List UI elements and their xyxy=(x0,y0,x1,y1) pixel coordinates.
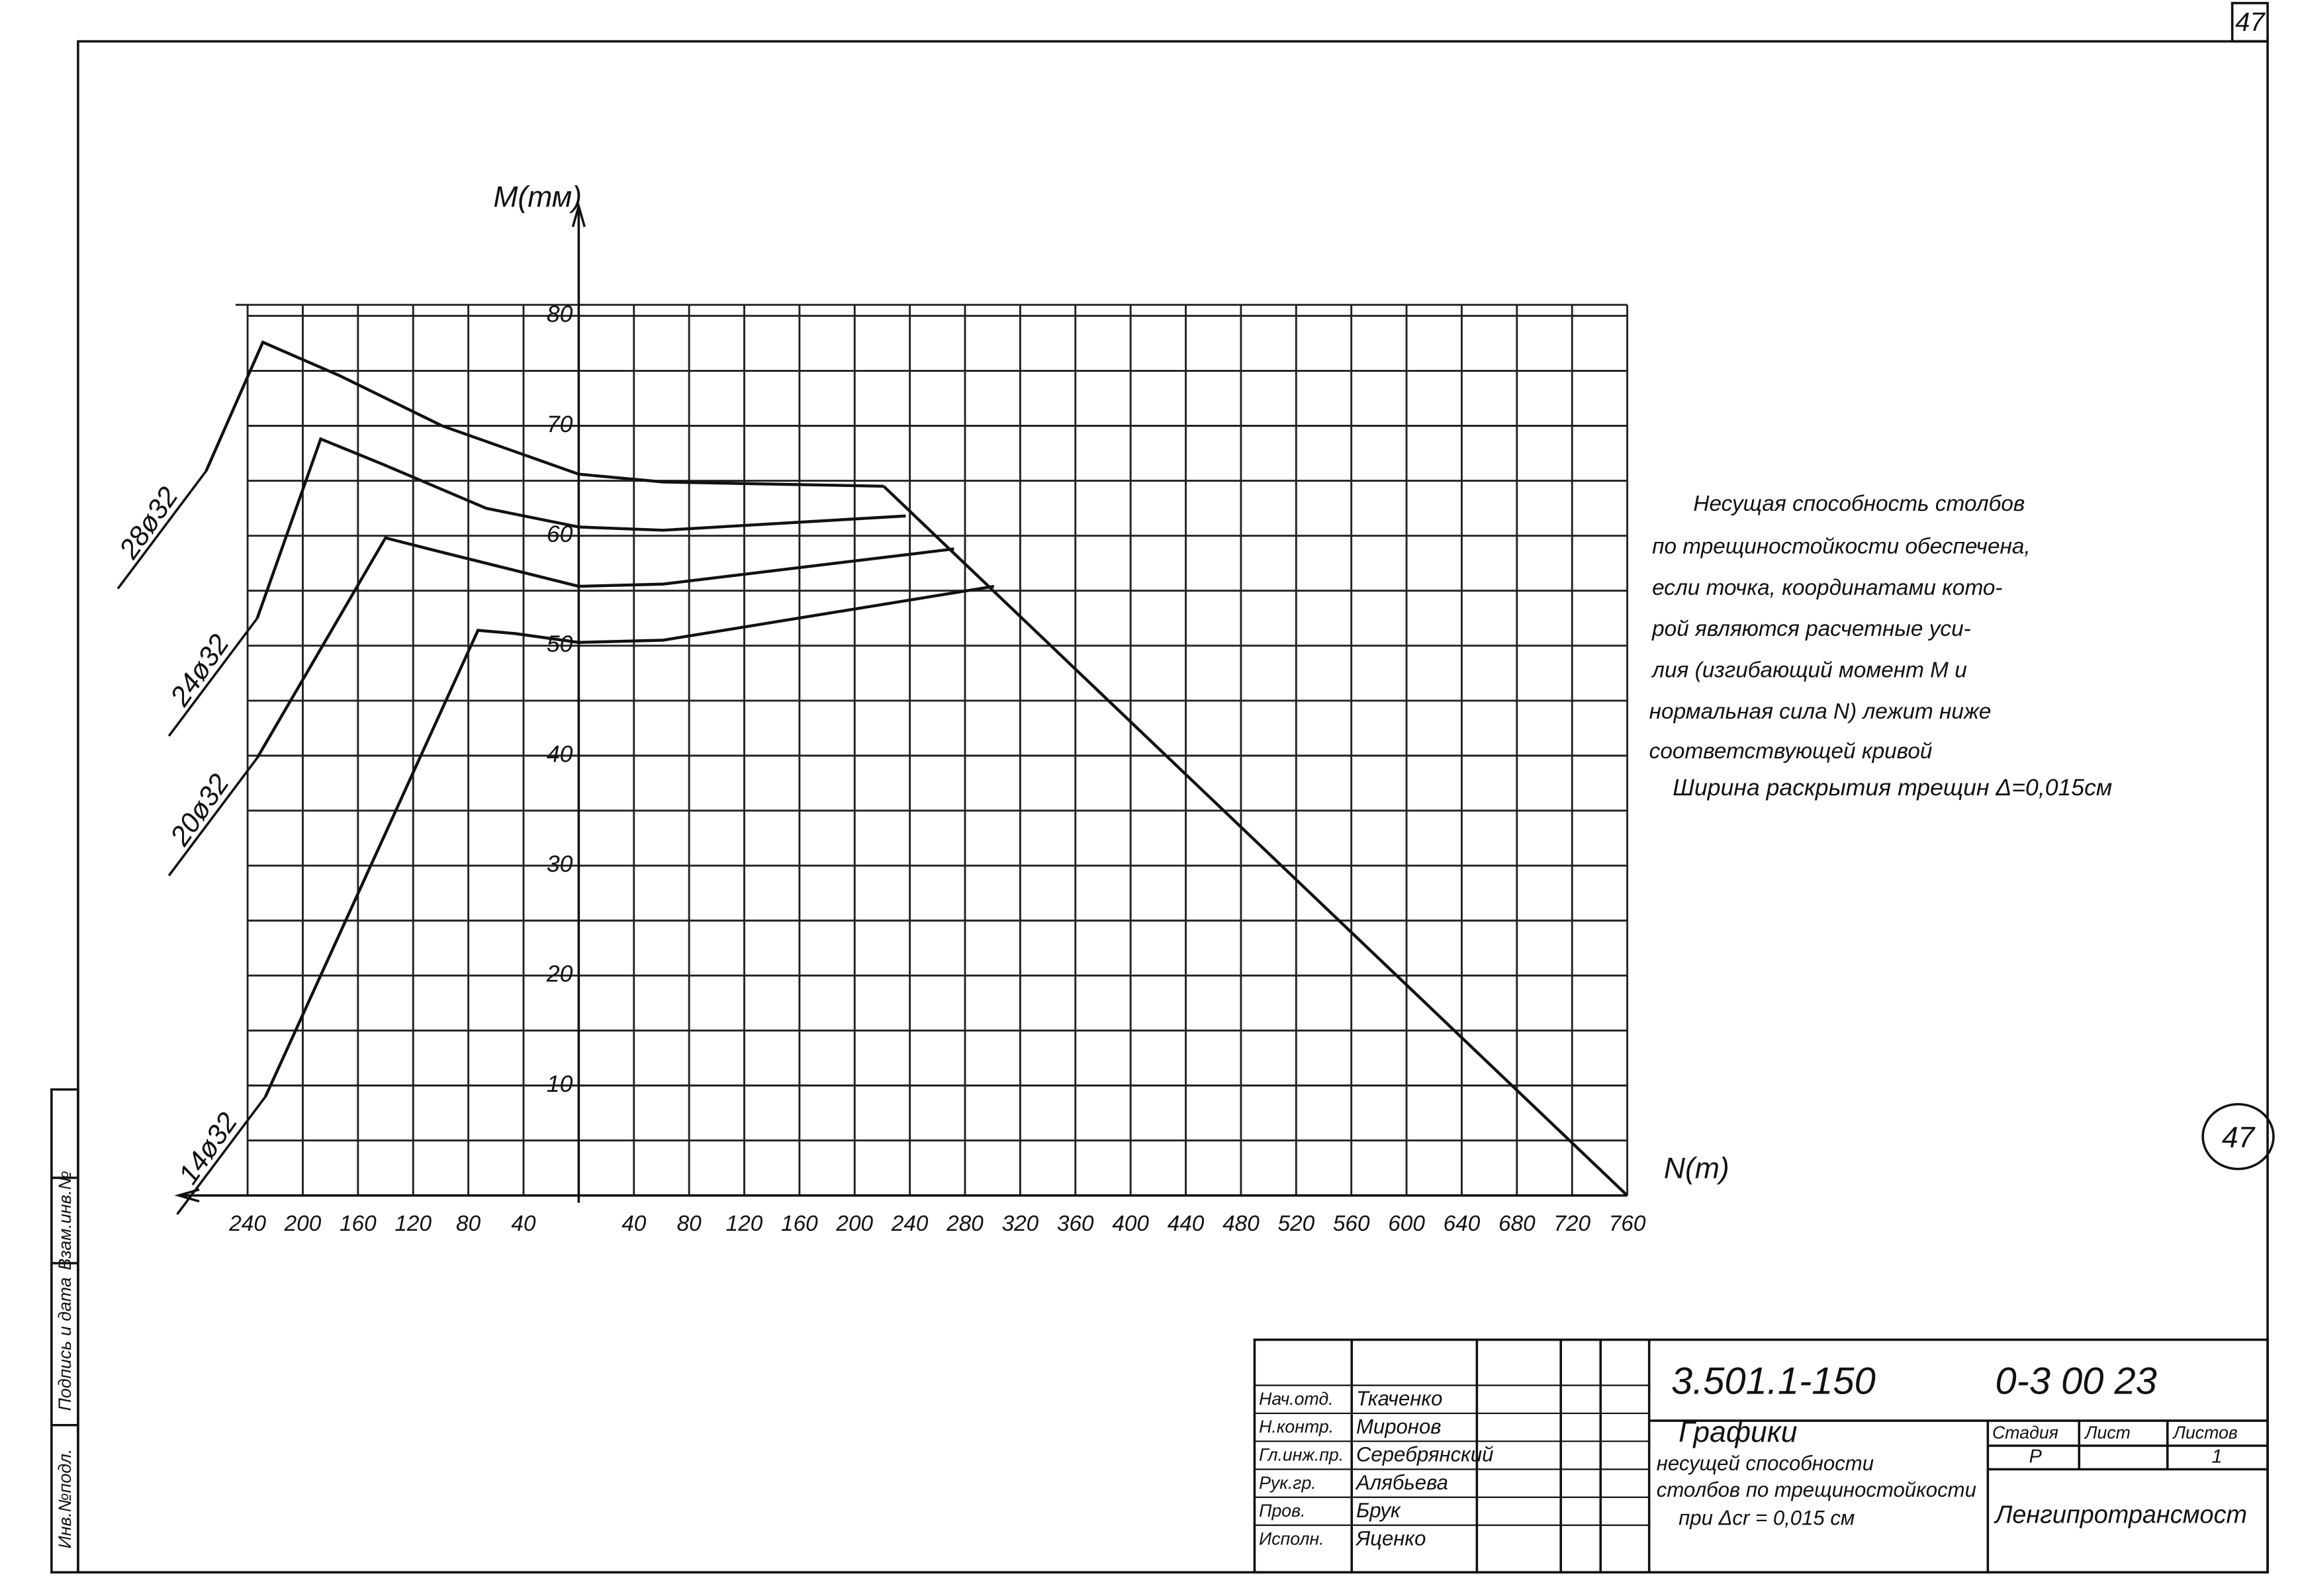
note-line: по трещиностойкости обеспечена, xyxy=(1652,535,2031,559)
side-label: Инв.№подл. xyxy=(55,1449,75,1549)
sheet-number-box xyxy=(2231,1,2269,43)
x-tick-label: 40 xyxy=(511,1212,536,1236)
y-tick-label: 10 xyxy=(547,1071,573,1097)
x-tick-label: 760 xyxy=(1609,1212,1646,1236)
y-tick-label: 30 xyxy=(547,851,573,877)
y-axis-label: M(тм) xyxy=(493,181,582,213)
x-tick-label: 160 xyxy=(340,1212,377,1236)
tb-name: Брук xyxy=(1356,1499,1401,1522)
tb-header: Листов xyxy=(2172,1423,2238,1442)
organization: Ленгипротрансмост xyxy=(1993,1501,2247,1529)
note-line: если точка, координатами кото- xyxy=(1652,576,2002,600)
y-tick-label: 70 xyxy=(547,411,573,437)
curve xyxy=(205,340,884,488)
tb-name: Ткаченко xyxy=(1356,1387,1442,1410)
x-tick-label: 520 xyxy=(1277,1212,1314,1236)
y-tick-label: 50 xyxy=(547,631,573,657)
x-tick-label: 240 xyxy=(228,1212,266,1236)
x-tick-label: 440 xyxy=(1168,1212,1205,1236)
stamp-circle xyxy=(2201,1102,2275,1171)
x-tick-label: 240 xyxy=(891,1212,929,1236)
curve-label-leader xyxy=(167,617,259,737)
curve xyxy=(882,485,1629,1197)
tb-name: Алябьева xyxy=(1355,1471,1448,1494)
tb-header: Лист xyxy=(2084,1423,2131,1442)
x-tick-label: 120 xyxy=(726,1212,763,1236)
sheet-number: 47 xyxy=(2235,7,2266,36)
title-block: 3.501.1-150 0-3 00 23 Графики несущей сп… xyxy=(1253,1338,2269,1574)
curve xyxy=(264,584,995,1098)
sheet: 1 xyxy=(2212,1446,2223,1467)
side-box xyxy=(50,1088,79,1574)
x-tick-label: 720 xyxy=(1553,1212,1590,1236)
x-tick-label: 400 xyxy=(1112,1212,1149,1236)
tb-role: Пров. xyxy=(1259,1501,1305,1521)
tb-header: Стадия xyxy=(1992,1423,2058,1442)
note-line: нормальная сила N) лежит ниже xyxy=(1649,699,1992,724)
y-arrow xyxy=(571,202,586,228)
side-label: Взам.инв.№ xyxy=(55,1171,75,1270)
x-tick-label: 640 xyxy=(1444,1212,1481,1236)
x-tick-label: 360 xyxy=(1057,1212,1094,1236)
x-arrow xyxy=(174,1188,200,1203)
tb-name: Яценко xyxy=(1355,1527,1426,1550)
title-block-frame xyxy=(1253,1338,2269,1574)
note-line: Несущая способность столбов xyxy=(1693,492,2025,516)
x-tick-label: 560 xyxy=(1333,1212,1370,1236)
y-tick-label: 40 xyxy=(547,740,573,767)
notes: Несущая способность столбов по трещиност… xyxy=(1649,492,2113,801)
note-line: лия (изгибающий момент M и xyxy=(1651,658,1967,682)
x-tick-label: 80 xyxy=(677,1212,702,1236)
note-line: соответствующей кривой xyxy=(1649,739,1933,764)
y-tick-label: 20 xyxy=(546,961,573,987)
stamp-number: 47 xyxy=(2222,1122,2256,1154)
x-tick-label: 120 xyxy=(394,1212,432,1236)
sheet-code: 0-3 00 23 xyxy=(1995,1360,2156,1403)
x-tick-label: 320 xyxy=(1002,1212,1039,1236)
x-tick-label: 680 xyxy=(1498,1212,1536,1236)
x-tick-label: 280 xyxy=(946,1212,984,1236)
title-line: при Δcr = 0,015 см xyxy=(1679,1506,1855,1529)
y-tick-label: 80 xyxy=(547,301,573,328)
stage: Р xyxy=(2029,1446,2043,1467)
note-line: Ширина раскрытия трещин Δ=0,015см xyxy=(1673,774,2112,801)
tb-name: Серебрянский xyxy=(1356,1443,1494,1466)
x-tick-label: 160 xyxy=(781,1212,818,1236)
x-tick-label: 600 xyxy=(1388,1212,1425,1236)
curve xyxy=(255,536,954,759)
tb-role: Рук.гр. xyxy=(1259,1473,1316,1493)
frame xyxy=(77,40,2269,1574)
title-line: несущей способности xyxy=(1657,1452,1874,1475)
note-line: рой являются расчетные уси- xyxy=(1651,617,1971,641)
tb-role: Гл.инж.пр. xyxy=(1259,1444,1344,1464)
curve xyxy=(255,437,906,619)
title-line: столбов по трещиностойкости xyxy=(1657,1478,1976,1501)
tb-role: Н.контр. xyxy=(1259,1417,1334,1437)
tb-role: Исполн. xyxy=(1259,1529,1324,1548)
title-line: Графики xyxy=(1679,1416,1797,1448)
side-label: Подпись и дата xyxy=(55,1277,75,1411)
x-tick-label: 40 xyxy=(621,1212,647,1236)
x-tick-label: 200 xyxy=(835,1212,873,1236)
tb-role: Нач.отд. xyxy=(1259,1389,1334,1409)
x-tick-label: 200 xyxy=(284,1212,322,1236)
curve-label-leader xyxy=(176,1096,267,1216)
tb-name: Миронов xyxy=(1356,1415,1442,1438)
doc-code: 3.501.1-150 xyxy=(1671,1360,1876,1403)
x-axis-label: N(т) xyxy=(1664,1153,1729,1185)
curve-label-leader xyxy=(167,757,259,877)
x-tick-label: 480 xyxy=(1222,1212,1260,1236)
side-strip: Инв.№подл. Подпись и дата Взам.инв.№ xyxy=(50,1088,79,1574)
curve-label-leader xyxy=(116,470,207,590)
x-tick-label: 80 xyxy=(456,1212,481,1236)
